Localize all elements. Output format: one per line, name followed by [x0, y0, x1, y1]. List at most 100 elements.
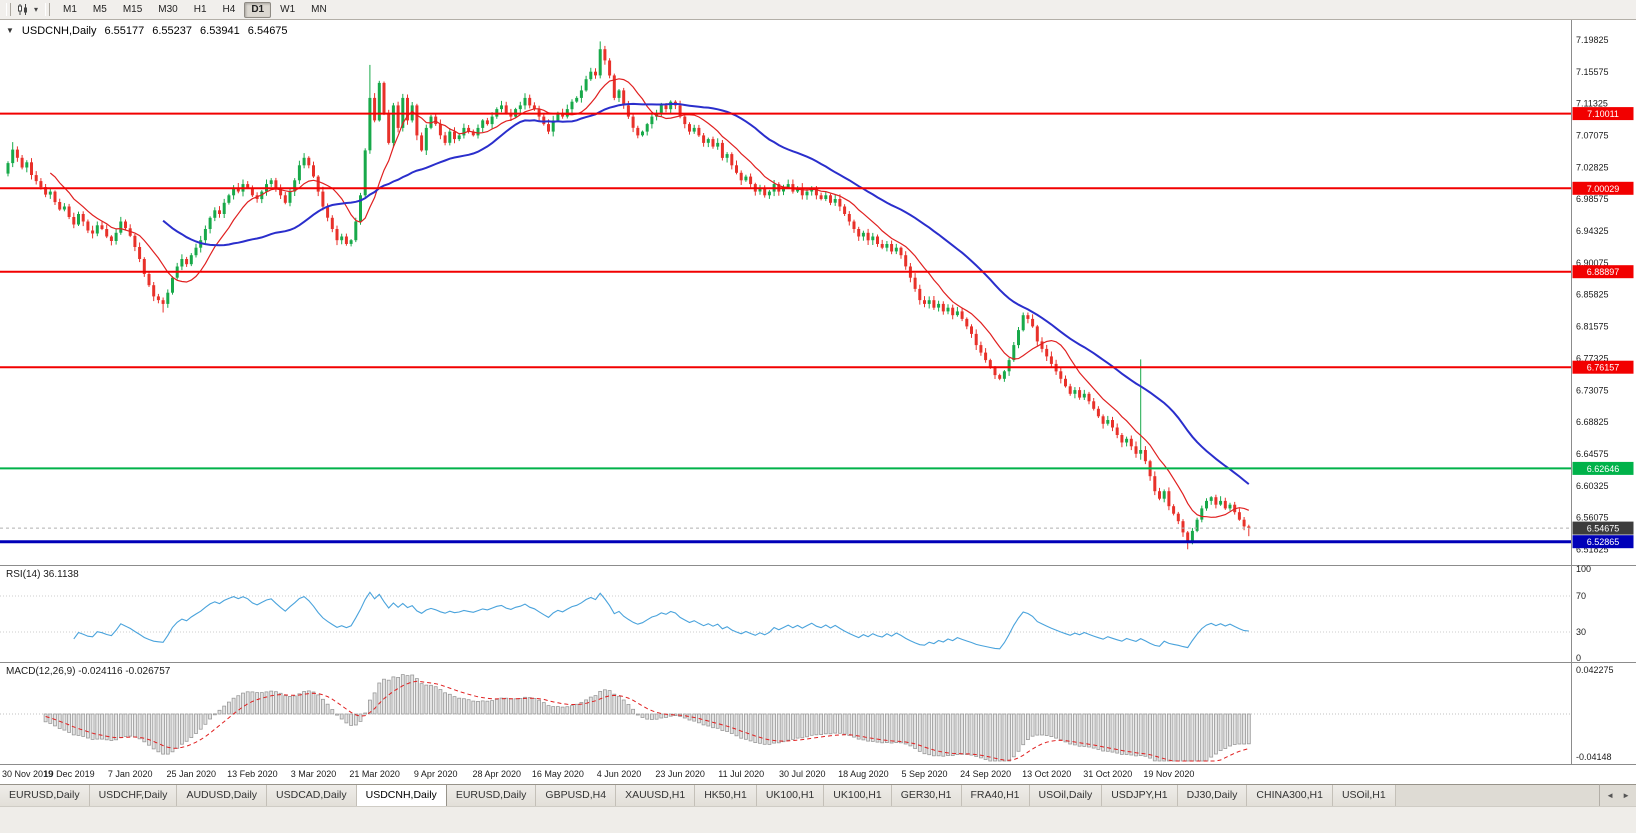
rsi-label: RSI(14) 36.1138 [6, 569, 79, 580]
svg-text:7.15575: 7.15575 [1576, 67, 1609, 77]
chart-tab-usoil-daily[interactable]: USOil,Daily [1029, 785, 1103, 806]
timeframe-button-mn[interactable]: MN [304, 2, 334, 18]
chart-tab-gbpusd-h4[interactable]: GBPUSD,H4 [536, 785, 617, 806]
svg-text:30 Nov 2019: 30 Nov 2019 [2, 769, 53, 779]
timeframe-button-h4[interactable]: H4 [216, 2, 243, 18]
svg-text:6.98575: 6.98575 [1576, 194, 1609, 204]
tab-scroll-arrows: ◄ ► [1599, 784, 1636, 806]
chart-tab-fra40-h1[interactable]: FRA40,H1 [961, 785, 1030, 806]
svg-text:11 Jul 2020: 11 Jul 2020 [718, 769, 764, 779]
collapse-indicator-icon[interactable]: ▼ [6, 26, 14, 35]
svg-text:6.81575: 6.81575 [1576, 322, 1609, 332]
macd-signal-line [45, 680, 1249, 762]
svg-text:21 Mar 2020: 21 Mar 2020 [349, 769, 400, 779]
horizontal-level-line[interactable]: 7.10011 [0, 107, 1634, 121]
ma-slow-line[interactable] [162, 102, 1250, 485]
chart-tab-usdchf-daily[interactable]: USDCHF,Daily [89, 785, 178, 806]
svg-text:3 Mar 2020: 3 Mar 2020 [291, 769, 337, 779]
timeframe-buttons-group: M1 M5 M15 M30 H1 H4 D1 W1 MN [56, 1, 334, 18]
svg-text:6.76157: 6.76157 [1587, 363, 1620, 373]
chart-tab-audusd-daily[interactable]: AUDUSD,Daily [177, 785, 268, 806]
chart-tab-usoil-h1[interactable]: USOil,H1 [1332, 785, 1396, 806]
svg-text:19 Nov 2020: 19 Nov 2020 [1143, 769, 1194, 779]
timeframe-button-h1[interactable]: H1 [187, 2, 214, 18]
svg-text:13 Feb 2020: 13 Feb 2020 [227, 769, 278, 779]
timeframe-button-m1[interactable]: M1 [56, 2, 84, 18]
timeframe-button-d1[interactable]: D1 [244, 1, 272, 18]
horizontal-level-line[interactable]: 7.00029 [0, 181, 1634, 195]
svg-text:6.56075: 6.56075 [1576, 513, 1609, 523]
svg-text:9 Apr 2020: 9 Apr 2020 [414, 769, 458, 779]
horizontal-level-line[interactable]: 6.76157 [0, 360, 1634, 374]
svg-text:6.64575: 6.64575 [1576, 449, 1609, 459]
timeframe-toolbar: ▾ M1 M5 M15 M30 H1 H4 D1 W1 MN [0, 0, 1636, 20]
svg-text:6.51825: 6.51825 [1576, 544, 1609, 554]
toolbar-grip[interactable] [6, 3, 11, 16]
candles-layer [6, 41, 1251, 550]
svg-text:6.94325: 6.94325 [1576, 226, 1609, 236]
chart-tab-hk50-h1[interactable]: HK50,H1 [695, 785, 757, 806]
svg-text:18 Aug 2020: 18 Aug 2020 [838, 769, 889, 779]
svg-text:30: 30 [1576, 627, 1586, 637]
svg-text:6.62646: 6.62646 [1587, 464, 1620, 474]
horizontal-level-line[interactable]: 6.52865 [0, 535, 1634, 549]
svg-text:7.19825: 7.19825 [1576, 35, 1609, 45]
chart-tab-eurusd-daily[interactable]: EURUSD,Daily [446, 785, 537, 806]
svg-text:31 Oct 2020: 31 Oct 2020 [1083, 769, 1132, 779]
svg-text:6.54675: 6.54675 [1587, 524, 1620, 534]
tab-scroll-left-icon[interactable]: ◄ [1606, 790, 1615, 800]
macd-panel: 0.042275 -0.04148 [0, 665, 1614, 762]
horizontal-level-line[interactable]: 6.62646 [0, 461, 1634, 475]
panel-separators[interactable] [0, 20, 1636, 765]
charts-tab-bar: EURUSD,Daily USDCHF,Daily AUDUSD,Daily USDC… [0, 784, 1636, 806]
svg-text:-0.04148: -0.04148 [1576, 752, 1612, 762]
price-axis: 7.19825 7.15575 7.11325 7.07075 7.02825 6.985… [1576, 35, 1609, 554]
svg-text:100: 100 [1576, 564, 1591, 574]
svg-text:6.77325: 6.77325 [1576, 353, 1609, 363]
svg-text:7.02825: 7.02825 [1576, 162, 1609, 172]
svg-text:13 Oct 2020: 13 Oct 2020 [1022, 769, 1071, 779]
symbol-period-label: USDCNH,Daily [21, 25, 97, 37]
timeframe-button-w1[interactable]: W1 [273, 2, 302, 18]
svg-text:6.60325: 6.60325 [1576, 481, 1609, 491]
ma-fast-line[interactable] [49, 78, 1250, 518]
quote-open: 6.55177 [104, 25, 145, 37]
chart-tab-uk100-h1[interactable]: UK100,H1 [756, 785, 825, 806]
chart-tab-xauusd-h1[interactable]: XAUUSD,H1 [616, 785, 696, 806]
horizontal-level-line[interactable]: 6.88897 [0, 265, 1634, 279]
chart-tab-uk100-h1[interactable]: UK100,H1 [824, 785, 892, 806]
toolbar-grip[interactable] [45, 3, 51, 16]
macd-label: MACD(12,26,9) -0.024116 -0.026757 [6, 666, 171, 677]
chart-tab-china300-h1[interactable]: CHINA300,H1 [1247, 785, 1333, 806]
svg-text:6.85825: 6.85825 [1576, 290, 1609, 300]
quote-close: 6.54675 [247, 25, 288, 37]
svg-text:4 Jun 2020: 4 Jun 2020 [597, 769, 642, 779]
svg-text:5 Sep 2020: 5 Sep 2020 [901, 769, 947, 779]
chart-tab-usdcad-daily[interactable]: USDCAD,Daily [267, 785, 357, 806]
timeframe-button-m5[interactable]: M5 [86, 2, 114, 18]
svg-text:70: 70 [1576, 591, 1586, 601]
chart-type-caret-icon[interactable]: ▾ [34, 4, 39, 14]
current-price-marker: 6.54675 [0, 521, 1634, 535]
chart-tab-ger30-h1[interactable]: GER30,H1 [891, 785, 962, 806]
chart-type-icon[interactable] [15, 3, 31, 16]
chart-tab-usdcnh-daily[interactable]: USDCNH,Daily [356, 785, 447, 806]
svg-text:28 Apr 2020: 28 Apr 2020 [473, 769, 522, 779]
svg-text:30 Jul 2020: 30 Jul 2020 [779, 769, 826, 779]
svg-text:6.73075: 6.73075 [1576, 385, 1609, 395]
timeframe-button-m30[interactable]: M30 [151, 2, 184, 18]
chart-tab-eurusd-daily[interactable]: EURUSD,Daily [0, 785, 90, 806]
chart-tab-usdjpy-h1[interactable]: USDJPY,H1 [1102, 785, 1178, 806]
tab-scroll-right-icon[interactable]: ► [1622, 790, 1630, 800]
chart-tab-dj30-daily[interactable]: DJ30,Daily [1177, 785, 1248, 806]
rsi-panel: 100 70 30 0 [0, 564, 1591, 663]
svg-text:6.68825: 6.68825 [1576, 417, 1609, 427]
chart-symbol-overlay: ▼ USDCNH,Daily 6.55177 6.55237 6.53941 6… [6, 25, 288, 37]
timeframe-button-m15[interactable]: M15 [116, 2, 149, 18]
svg-text:7.11325: 7.11325 [1576, 99, 1608, 109]
svg-text:6.90075: 6.90075 [1576, 258, 1609, 268]
macd-histogram [43, 674, 1251, 762]
svg-text:6.88897: 6.88897 [1587, 267, 1620, 277]
